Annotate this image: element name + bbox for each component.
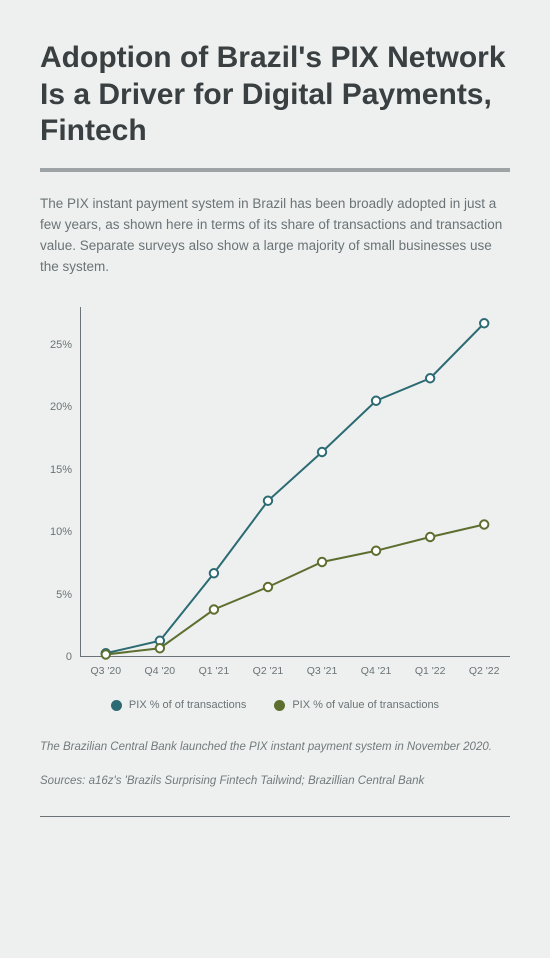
series-marker-pct_transactions	[210, 570, 218, 578]
plot-area	[80, 307, 510, 657]
x-tick-label: Q2 '22	[469, 665, 500, 677]
y-tick-label: 15%	[50, 464, 72, 476]
series-marker-pct_transactions	[372, 397, 380, 405]
line-chart: 0 5% 10% 15% 20% 25% Q3 '20 Q4 '20 Q1 '21 Q2 '21…	[40, 307, 510, 687]
x-axis: Q3 '20 Q4 '20 Q1 '21 Q2 '21 Q3 '21 Q4 '21 Q1 '…	[80, 657, 510, 687]
x-tick-label: Q3 '20	[90, 665, 121, 677]
x-tick-label: Q4 '21	[361, 665, 392, 677]
footnote-sources: Sources: a16z's 'Brazils Surprising Fint…	[40, 773, 510, 790]
legend-label: PIX % of of transactions	[129, 699, 246, 711]
legend-item-pct_value: PIX % of value of transactions	[274, 699, 439, 711]
series-marker-pct_value	[318, 558, 326, 566]
x-tick-label: Q1 '22	[415, 665, 446, 677]
series-marker-pct_transactions	[264, 497, 272, 505]
series-marker-pct_value	[264, 583, 272, 591]
y-tick-label: 5%	[56, 589, 72, 601]
series-marker-pct_value	[156, 645, 164, 653]
y-tick-label: 10%	[50, 526, 72, 538]
series-marker-pct_transactions	[480, 320, 488, 328]
series-marker-pct_value	[480, 521, 488, 529]
series-marker-pct_value	[372, 547, 380, 555]
legend-item-pct_transactions: PIX % of of transactions	[111, 699, 246, 711]
x-tick-label: Q3 '21	[307, 665, 338, 677]
chart-lines	[80, 307, 510, 657]
legend-label: PIX % of value of transactions	[292, 699, 439, 711]
x-tick-label: Q4 '20	[145, 665, 176, 677]
y-tick-label: 25%	[50, 339, 72, 351]
series-marker-pct_value	[426, 533, 434, 541]
series-marker-pct_value	[210, 606, 218, 614]
subtitle-text: The PIX instant payment system in Brazil…	[40, 194, 510, 278]
y-tick-label: 0	[66, 651, 72, 663]
title-rule	[40, 168, 510, 172]
legend: PIX % of of transactions PIX % of value o…	[40, 699, 510, 711]
page-title: Adoption of Brazil's PIX Network Is a Dr…	[40, 40, 510, 150]
x-tick-label: Q1 '21	[199, 665, 230, 677]
legend-swatch	[274, 700, 285, 711]
legend-swatch	[111, 700, 122, 711]
x-tick-label: Q2 '21	[253, 665, 284, 677]
series-marker-pct_transactions	[318, 448, 326, 456]
footnote-launch: The Brazilian Central Bank launched the …	[40, 739, 510, 756]
series-line-pct_value	[106, 525, 484, 655]
y-tick-label: 20%	[50, 401, 72, 413]
y-axis: 05%10%15%20%25%	[40, 307, 80, 657]
series-marker-pct_transactions	[426, 375, 434, 383]
bottom-rule	[40, 816, 510, 817]
series-line-pct_transactions	[106, 324, 484, 654]
